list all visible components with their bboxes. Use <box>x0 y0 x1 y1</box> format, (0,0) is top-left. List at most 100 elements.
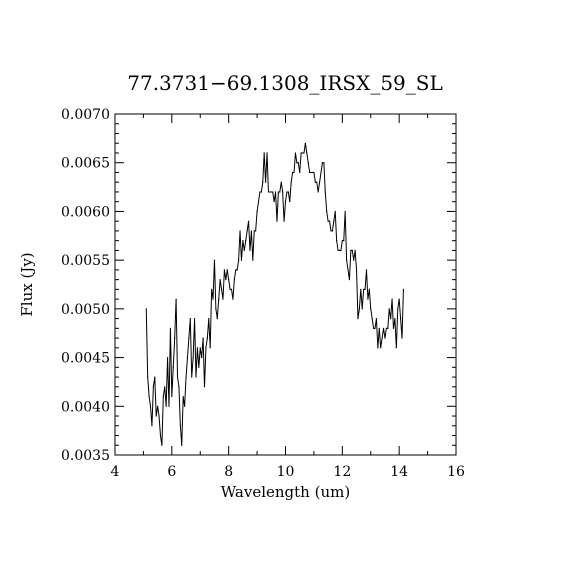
data-point <box>344 210 346 213</box>
data-point <box>238 259 240 261</box>
data-point <box>330 230 332 232</box>
data-point <box>274 191 277 193</box>
data-point <box>355 269 358 271</box>
data-point <box>374 327 376 329</box>
data-point <box>205 347 207 349</box>
data-point <box>232 298 234 300</box>
x-tick-label: 12 <box>333 464 351 480</box>
data-point <box>284 201 287 203</box>
data-point <box>179 425 181 427</box>
data-point <box>402 288 405 290</box>
y-axis-tick-labels: 0.0035 0.0040 0.0045 0.0050 0.0055 0.0060 0.00… <box>61 107 110 464</box>
data-point <box>182 395 184 398</box>
data-point <box>310 171 312 174</box>
data-point <box>228 279 230 281</box>
y-tick-label: 0.0070 <box>61 107 110 123</box>
data-point <box>319 181 321 183</box>
data-point <box>230 288 233 290</box>
data-point <box>223 269 226 271</box>
data-point <box>316 181 318 183</box>
data-point <box>149 405 152 407</box>
data-point <box>360 288 362 290</box>
data-point <box>202 337 204 339</box>
data-point <box>358 308 360 310</box>
data-point <box>198 366 200 368</box>
data-point <box>171 395 173 398</box>
data-point <box>235 269 237 271</box>
data-point <box>272 191 274 193</box>
data-point <box>384 337 386 339</box>
data-point <box>255 230 257 232</box>
data-point <box>147 376 149 378</box>
data-point <box>215 308 217 310</box>
data-point <box>270 191 272 193</box>
data-point <box>326 210 328 213</box>
axis-ticks <box>114 113 457 456</box>
x-tick-label: 16 <box>447 464 465 480</box>
data-point <box>249 249 251 251</box>
data-point <box>399 318 402 320</box>
data-point <box>277 191 279 193</box>
data-point <box>174 337 176 339</box>
data-point <box>240 259 243 261</box>
data-point <box>172 366 174 368</box>
data-point <box>309 171 311 174</box>
data-point <box>367 298 369 300</box>
data-point <box>152 386 154 388</box>
data-point <box>246 230 248 232</box>
data-point <box>242 240 244 242</box>
data-point <box>307 162 309 164</box>
data-point <box>299 171 301 174</box>
x-tick-label: 8 <box>224 464 233 480</box>
data-point <box>169 327 172 329</box>
data-point <box>290 181 292 183</box>
series-line <box>145 143 404 446</box>
data-point <box>175 298 177 300</box>
data-point <box>301 152 304 154</box>
data-point <box>157 405 159 407</box>
data-point <box>380 347 382 349</box>
data-point <box>208 318 210 320</box>
chart-title: 77.3731−69.1308_IRSX_59_SL <box>127 71 443 95</box>
data-point <box>303 152 305 154</box>
data-point <box>371 318 373 320</box>
data-point <box>313 171 315 174</box>
data-point <box>381 337 383 339</box>
data-point <box>388 308 390 310</box>
data-point <box>168 405 170 407</box>
data-point <box>273 201 275 203</box>
data-point <box>392 327 395 329</box>
data-point <box>225 279 227 281</box>
data-point <box>363 288 365 290</box>
data-point <box>317 191 319 193</box>
x-tick-label: 14 <box>390 464 408 480</box>
data-point <box>252 259 254 261</box>
data-point <box>195 376 197 378</box>
data-point <box>216 318 218 320</box>
data-point <box>397 308 399 310</box>
data-point <box>259 191 261 193</box>
y-tick-label: 0.0065 <box>61 156 110 172</box>
data-point <box>201 356 203 359</box>
data-point <box>219 279 221 281</box>
data-point <box>250 230 252 232</box>
data-point <box>372 327 375 329</box>
data-point <box>165 405 167 407</box>
data-point <box>286 191 288 193</box>
data-point <box>321 162 324 164</box>
data-point <box>166 356 169 359</box>
data-point <box>385 327 387 329</box>
data-point <box>293 171 295 174</box>
data-point <box>327 220 329 222</box>
data-point <box>199 347 201 349</box>
data-point <box>265 181 267 183</box>
data-point <box>145 308 147 310</box>
data-point <box>328 220 331 222</box>
data-point <box>262 181 264 183</box>
data-point <box>192 356 194 359</box>
data-point <box>191 376 193 378</box>
data-point <box>181 444 183 446</box>
data-point <box>203 386 206 388</box>
data-point <box>151 425 153 427</box>
